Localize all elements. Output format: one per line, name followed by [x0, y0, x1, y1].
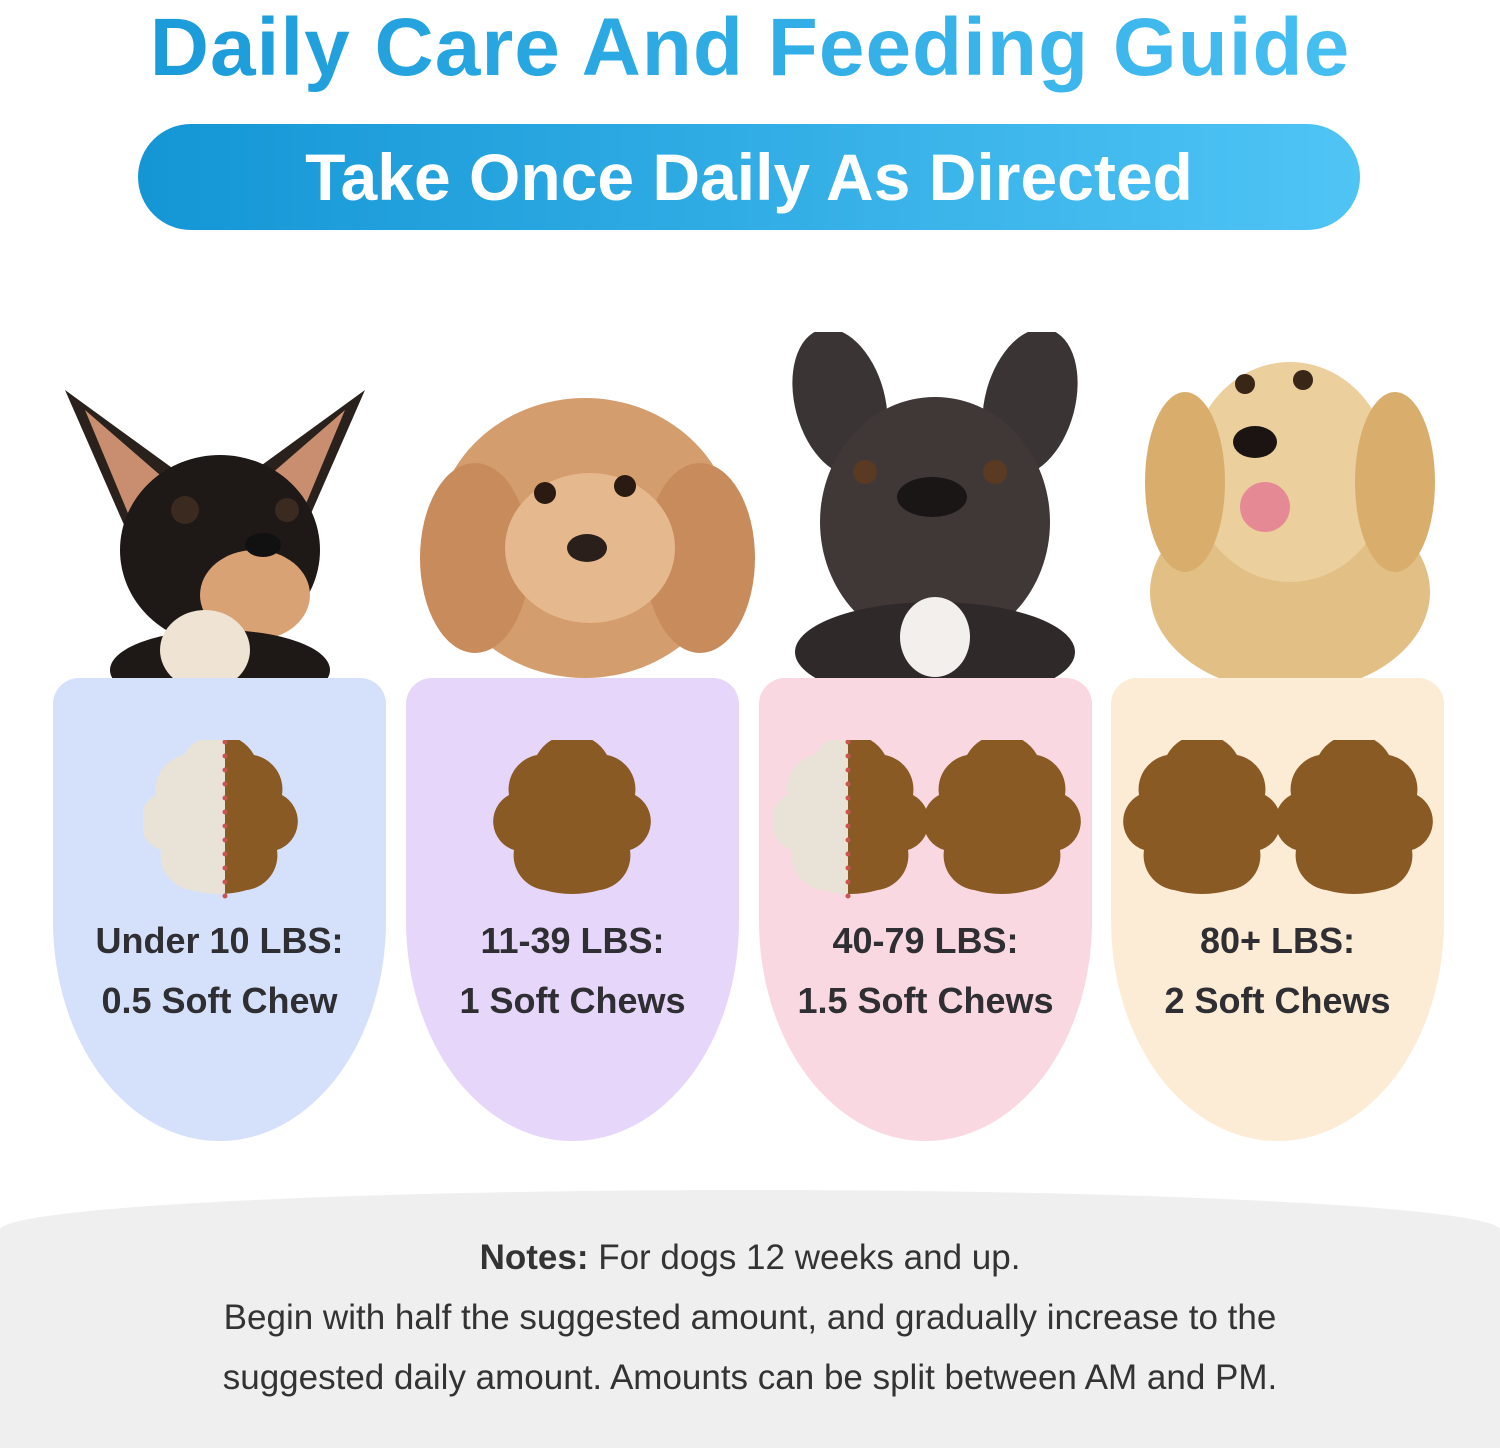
notes-line-2: Begin with half the suggested amount, an… [223, 1298, 1277, 1337]
notes-line-3: suggested daily amount. Amounts can be s… [222, 1358, 1278, 1397]
weight-label: Under 10 LBS: [95, 920, 344, 961]
amount-label: 2 Soft Chews [1164, 980, 1391, 1021]
amount-label: 0.5 Soft Chew [101, 980, 338, 1021]
weight-label: 80+ LBS: [1199, 920, 1356, 961]
amount-label: 1 Soft Chews [459, 980, 686, 1021]
two-chews-icon [1123, 740, 1433, 894]
dosage-card-40-79-lbs: 40-79 LBS: 1.5 Soft Chews [759, 678, 1092, 1141]
notes-label: Notes: [479, 1238, 589, 1277]
amount-label: 1.5 Soft Chews [797, 980, 1054, 1021]
subtitle-banner: Take Once Daily As Directed [138, 124, 1360, 230]
half-chew-icon [143, 740, 298, 900]
chew-icon [493, 740, 651, 894]
poodle-image [420, 398, 755, 678]
notes-section: Notes: For dogs 12 weeks and up. Begin w… [0, 1228, 1500, 1408]
notes-line-1: For dogs 12 weeks and up. [588, 1238, 1021, 1277]
dosage-card-11-39-lbs: 11-39 LBS: 1 Soft Chews [406, 678, 739, 1141]
one-and-half-chew-icon [774, 740, 1081, 900]
page-title: Daily Care And Feeding Guide [0, 0, 1500, 96]
golden-retriever-image [1145, 362, 1435, 687]
chihuahua-image [65, 390, 365, 690]
dosage-card-under-10-lbs: Under 10 LBS: 0.5 Soft Chew [53, 678, 386, 1141]
weight-label: 11-39 LBS: [480, 920, 665, 961]
dosage-card-80-plus-lbs: 80+ LBS: 2 Soft Chews [1111, 678, 1444, 1141]
weight-label: 40-79 LBS: [832, 920, 1019, 961]
notes-background [0, 1190, 1500, 1448]
french-bulldog-image [792, 332, 1078, 687]
